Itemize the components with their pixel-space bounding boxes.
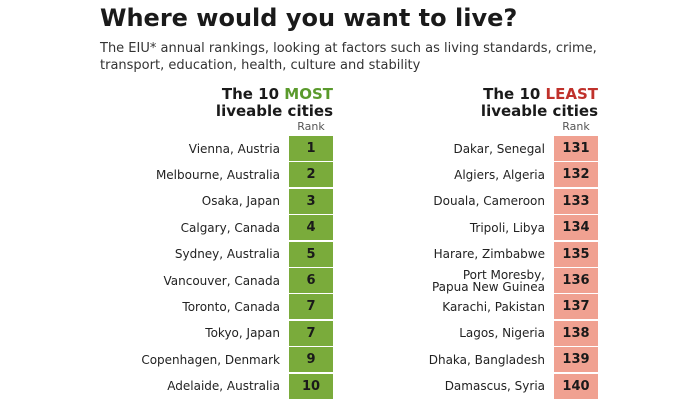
most-rank-value: 1 bbox=[289, 136, 333, 161]
most-rank-value: 9 bbox=[289, 347, 333, 373]
least-rank-header: Rank bbox=[562, 120, 590, 133]
least-city-label: Dhaka, Bangladesh bbox=[428, 352, 545, 367]
most-city-label: Calgary, Canada bbox=[180, 220, 280, 235]
most-rank-value: 6 bbox=[289, 268, 333, 293]
least-rank-value: 132 bbox=[554, 162, 598, 188]
least-row: Tripoli, Libya 134 bbox=[380, 215, 598, 242]
least-city-label: Tripoli, Libya bbox=[469, 220, 545, 235]
least-city-label-line: Papua New Guinea bbox=[431, 279, 545, 294]
most-city-label: Sydney, Australia bbox=[174, 247, 280, 262]
most-rank-value: 4 bbox=[289, 215, 333, 241]
least-title-prefix: The 10 bbox=[483, 85, 546, 103]
most-rank-value: 3 bbox=[289, 188, 333, 214]
least-city-label-line: Port Moresby, bbox=[462, 267, 545, 282]
most-row: Calgary, Canada 4 bbox=[120, 215, 333, 242]
most-title-suffix: liveable cities bbox=[215, 102, 333, 120]
least-row: Damascus, Syria 140 bbox=[380, 373, 598, 401]
least-city-label: Dakar, Senegal bbox=[453, 141, 545, 156]
most-row: Tokyo, Japan 7 bbox=[120, 320, 333, 348]
most-row: Vienna, Austria 1 bbox=[120, 136, 333, 163]
least-row: Lagos, Nigeria 138 bbox=[380, 320, 598, 348]
most-city-label: Toronto, Canada bbox=[182, 299, 280, 314]
least-city-label: Douala, Cameroon bbox=[433, 194, 545, 209]
least-rank-value: 135 bbox=[554, 241, 598, 267]
least-rank-value: 131 bbox=[554, 136, 598, 161]
least-row: Dhaka, Bangladesh 139 bbox=[380, 347, 598, 374]
page-subtitle: The EIU* annual rankings, looking at fac… bbox=[100, 41, 597, 73]
most-row: Adelaide, Australia 10 bbox=[120, 373, 333, 401]
least-panel-title: The 10 LEAST liveable cities bbox=[440, 86, 598, 120]
least-row: Dakar, Senegal 131 bbox=[380, 136, 598, 163]
most-row: Toronto, Canada 7 bbox=[120, 294, 333, 321]
most-rank-value: 7 bbox=[289, 294, 333, 320]
most-city-label: Osaka, Japan bbox=[201, 194, 280, 209]
most-city-label: Vienna, Austria bbox=[188, 141, 280, 156]
most-row: Osaka, Japan 3 bbox=[120, 188, 333, 216]
least-rank-value: 138 bbox=[554, 320, 598, 346]
least-rank-value: 139 bbox=[554, 347, 598, 373]
most-row: Vancouver, Canada 6 bbox=[120, 268, 333, 295]
most-city-label: Vancouver, Canada bbox=[163, 273, 281, 288]
least-row: Harare, Zimbabwe 135 bbox=[380, 241, 598, 269]
most-row: Melbourne, Australia 2 bbox=[120, 162, 333, 189]
least-city-label: Harare, Zimbabwe bbox=[433, 247, 545, 262]
least-rank-value: 140 bbox=[554, 373, 598, 399]
least-city-label: Port Moresby, Papua New Guinea bbox=[432, 268, 545, 293]
most-rank-value: 5 bbox=[289, 241, 333, 267]
most-rank-value: 2 bbox=[289, 162, 333, 188]
most-row: Sydney, Australia 5 bbox=[120, 241, 333, 269]
least-row: Algiers, Algeria 132 bbox=[380, 162, 598, 189]
least-rank-value: 133 bbox=[554, 188, 598, 214]
most-rank-header: Rank bbox=[297, 120, 325, 133]
page-title: Where would you want to live? bbox=[100, 4, 518, 32]
least-city-label: Karachi, Pakistan bbox=[442, 299, 545, 314]
most-city-label: Tokyo, Japan bbox=[205, 326, 280, 341]
most-city-label: Melbourne, Australia bbox=[155, 167, 280, 182]
most-rank-value: 7 bbox=[289, 320, 333, 346]
most-city-label: Copenhagen, Denmark bbox=[141, 352, 280, 367]
most-panel-title: The 10 MOST liveable cities bbox=[180, 86, 333, 120]
least-row: Douala, Cameroon 133 bbox=[380, 188, 598, 216]
most-title-prefix: The 10 bbox=[221, 85, 285, 103]
most-rank-value: 10 bbox=[289, 373, 333, 399]
least-city-label: Algiers, Algeria bbox=[454, 167, 545, 182]
least-rank-value: 137 bbox=[554, 294, 598, 320]
least-title-highlight: LEAST bbox=[545, 85, 598, 103]
most-title-highlight: MOST bbox=[284, 85, 333, 103]
most-city-label: Adelaide, Australia bbox=[167, 379, 280, 394]
least-rank-value: 134 bbox=[554, 215, 598, 241]
least-row: Karachi, Pakistan 137 bbox=[380, 294, 598, 321]
least-rank-value: 136 bbox=[554, 268, 598, 293]
least-city-label: Damascus, Syria bbox=[444, 379, 545, 394]
least-title-suffix: liveable cities bbox=[480, 102, 598, 120]
most-row: Copenhagen, Denmark 9 bbox=[120, 347, 333, 374]
least-city-label: Lagos, Nigeria bbox=[459, 326, 545, 341]
least-row: Port Moresby, Papua New Guinea 136 bbox=[380, 268, 598, 295]
